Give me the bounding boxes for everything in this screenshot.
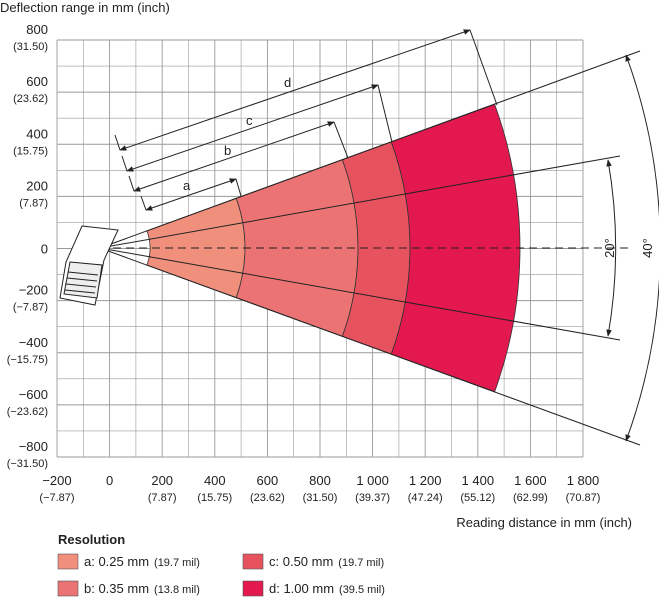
y-tick-label: (−15.75) — [7, 354, 48, 366]
y-tick-label: 200 — [26, 178, 48, 193]
extension-line — [140, 195, 147, 211]
y-tick-label: (−23.62) — [7, 406, 48, 418]
edge-line — [99, 247, 621, 341]
x-tick-label: 1 800 — [567, 473, 600, 488]
dimension-label: d — [284, 75, 291, 90]
legend-label: a: 0.25 mm — [84, 554, 149, 569]
extension-line — [121, 155, 128, 172]
legend-note: (19.7 mil) — [154, 557, 200, 569]
annotations — [99, 29, 659, 446]
angle-label: 20° — [602, 238, 617, 258]
x-tick-label: (39.37) — [355, 492, 390, 504]
y-tick-label: (15.75) — [13, 145, 48, 157]
x-tick-label: (62.99) — [513, 492, 548, 504]
y-axis-label: Deflection range in mm (inch) — [0, 0, 170, 15]
x-axis-label: Reading distance in mm (inch) — [456, 515, 632, 530]
legend-swatch — [242, 580, 264, 597]
x-tick-label: 0 — [106, 473, 113, 488]
x-tick-label: 200 — [151, 473, 173, 488]
legend-label: d: 1.00 mm — [269, 581, 334, 596]
legend-label: c: 0.50 mm — [269, 554, 333, 569]
x-tick-label: (31.50) — [303, 492, 338, 504]
x-tick-label: (47.24) — [408, 492, 443, 504]
x-tick-label: (55.12) — [460, 492, 495, 504]
x-tick-label: 800 — [309, 473, 331, 488]
x-tick-label: (−7.87) — [39, 492, 74, 504]
angle-arc — [625, 54, 659, 442]
edge-line — [99, 247, 641, 446]
x-tick-label: 1 200 — [409, 473, 442, 488]
y-tick-label: −400 — [19, 335, 48, 350]
x-tick-label: 1 600 — [514, 473, 547, 488]
y-tick-label: −600 — [19, 387, 48, 402]
y-tick-label: 400 — [26, 126, 48, 141]
x-tick-label: (70.87) — [566, 492, 601, 504]
y-tick-label: (−31.50) — [7, 458, 48, 470]
x-tick-label: −200 — [42, 473, 71, 488]
legend-title: Resolution — [58, 532, 125, 547]
y-tick-label: (−7.87) — [13, 302, 48, 314]
legend-swatch — [57, 580, 79, 597]
y-tick-label: 600 — [26, 74, 48, 89]
extension-line — [333, 121, 349, 159]
extension-line — [235, 178, 242, 197]
y-tick-label: (31.50) — [13, 41, 48, 53]
extension-line — [128, 175, 135, 192]
dimension-label: c — [246, 113, 253, 128]
dimension-label: a — [183, 178, 191, 193]
x-tick-label: 1 000 — [356, 473, 389, 488]
y-tick-label: −800 — [19, 439, 48, 454]
x-tick-label: 600 — [257, 473, 279, 488]
x-tick-label: (7.87) — [148, 492, 177, 504]
x-tick-label: (23.62) — [250, 492, 285, 504]
x-tick-label: (15.75) — [197, 492, 232, 504]
angle-arc — [606, 159, 617, 337]
y-tick-label: (23.62) — [13, 93, 48, 105]
extension-line — [114, 134, 121, 151]
extension-line — [469, 29, 498, 106]
y-tick-label: −200 — [19, 283, 48, 298]
legend-label: b: 0.35 mm — [84, 581, 149, 596]
legend-swatch — [242, 553, 264, 570]
dimension-line — [126, 84, 379, 172]
scanner — [59, 225, 119, 306]
scanner-lines — [64, 271, 99, 294]
x-tick-label: 400 — [204, 473, 226, 488]
dimension-line — [119, 29, 471, 151]
y-tick-label: (7.87) — [19, 197, 48, 209]
legend: a: 0.25 mm (19.7 mil) b: 0.35 mm (13.8 mil)… — [57, 553, 385, 597]
y-tick-label: 800 — [26, 22, 48, 37]
x-tick-label: 1 400 — [462, 473, 495, 488]
legend-note: (39.5 mil) — [339, 584, 385, 596]
edge-line — [99, 155, 621, 249]
extension-line — [377, 84, 393, 143]
dimension-label: b — [224, 143, 231, 158]
legend-note: (19.7 mil) — [338, 557, 384, 569]
y-tick-label: 0 — [41, 242, 48, 257]
angle-label: 40° — [640, 238, 655, 258]
legend-swatch — [57, 553, 79, 570]
legend-note: (13.8 mil) — [154, 584, 200, 596]
